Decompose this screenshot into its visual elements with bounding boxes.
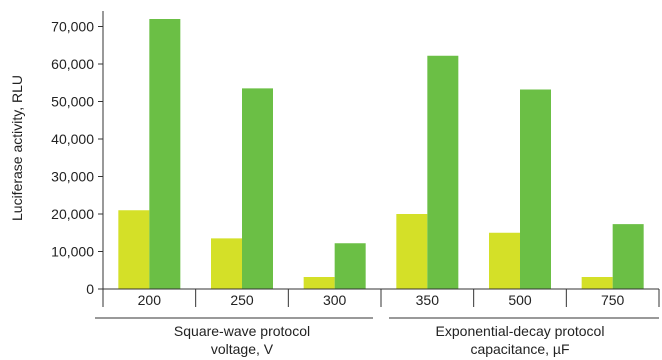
y-tick-label: 30,000 [51, 169, 94, 185]
bar-dark-750 [612, 224, 644, 289]
x-category-label: 750 [601, 292, 625, 308]
bar-light-750 [581, 277, 613, 289]
bar-dark-300 [334, 243, 366, 289]
x-category-label: 350 [416, 292, 440, 308]
y-axis-ticks: 0 10,000 20,000 30,000 40,000 50,000 60,000 70,… [51, 19, 103, 297]
y-tick-label: 70,000 [51, 19, 94, 35]
y-axis-title: Luciferase activity, RLU [9, 75, 25, 221]
x-category-label: 300 [323, 292, 347, 308]
group-label-line1: Square-wave protocol [174, 323, 310, 339]
group-label-line2: voltage, V [211, 341, 274, 357]
bar-light-200 [118, 210, 150, 289]
x-category-label: 250 [230, 292, 254, 308]
y-axis-title-group: Luciferase activity, RLU [9, 75, 25, 221]
bar-light-250 [211, 238, 242, 289]
bars [118, 19, 644, 289]
y-tick-label: 60,000 [51, 56, 94, 72]
x-category-label: 200 [138, 292, 162, 308]
y-tick-label: 0 [86, 281, 94, 297]
bar-dark-500 [520, 89, 551, 289]
bar-dark-250 [242, 88, 273, 289]
x-axis-group-labels: Square-wave protocol voltage, V Exponentia… [95, 317, 659, 357]
axes [102, 11, 660, 307]
group-label-line1: Exponential-decay protocol [436, 323, 605, 339]
y-tick-label: 20,000 [51, 206, 94, 222]
y-tick-label: 40,000 [51, 131, 94, 147]
x-axis-category-labels: 200 250 300 350 500 750 [138, 292, 625, 308]
x-category-label: 500 [508, 292, 532, 308]
bar-light-300 [303, 277, 335, 289]
y-tick-label: 10,000 [51, 244, 94, 260]
bar-dark-350 [427, 55, 459, 289]
bar-dark-200 [149, 19, 181, 289]
y-tick-label: 50,000 [51, 94, 94, 110]
bar-light-350 [396, 214, 428, 289]
group-label-line2: capacitance, µF [470, 341, 569, 357]
bar-light-500 [489, 232, 520, 289]
